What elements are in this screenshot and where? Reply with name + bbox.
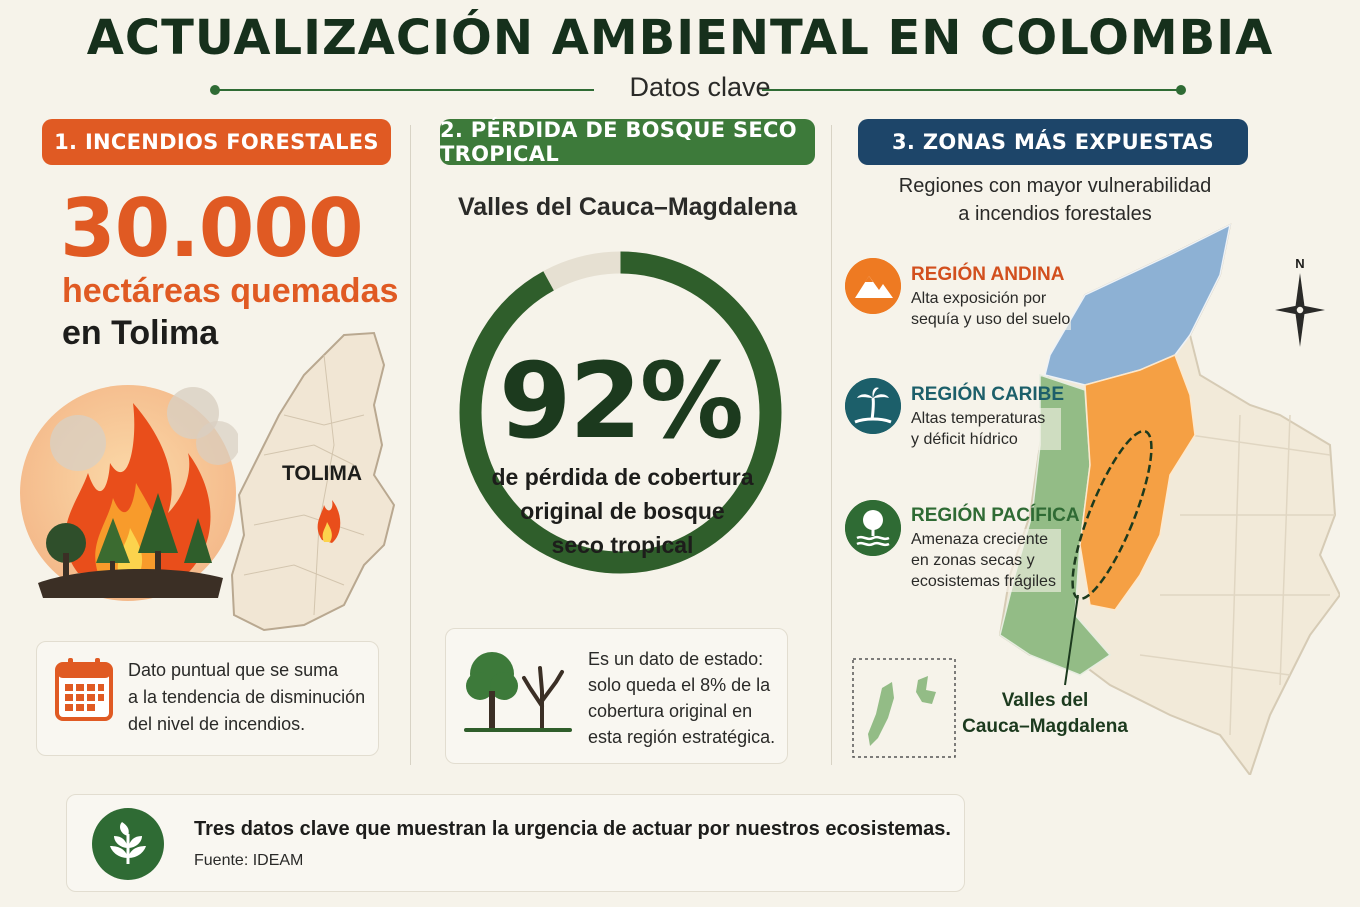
region-desc-line: en zonas secas y — [911, 552, 1035, 569]
divider-dot-right — [1176, 85, 1186, 95]
compass-rose-icon — [1275, 273, 1325, 347]
forest-loss-ring — [459, 251, 782, 574]
ring-progress — [459, 251, 782, 574]
palm-tree-icon — [845, 378, 901, 434]
region-pacifica-description: Amenaza creciente en zonas secas y ecosi… — [911, 529, 1061, 592]
forest-loss-desc-line: original de bosque — [520, 498, 725, 524]
section-heading-fires: 1. INCENDIOS FORESTALES — [42, 119, 391, 165]
map-region-andina — [1079, 354, 1196, 611]
healthy-and-dead-trees-icon — [464, 652, 572, 732]
compass-north-label: N — [1295, 256, 1305, 271]
tree-water-icon — [845, 500, 901, 556]
valleys-map-label: Valles del Cauca–Magdalena — [955, 688, 1135, 740]
region-caribe-title: REGIÓN CARIBE — [911, 384, 1065, 405]
map-region-caribe — [1044, 223, 1232, 386]
region-desc-line: y déficit hídrico — [911, 431, 1018, 448]
region-desc-line: Alta exposición por — [911, 290, 1047, 307]
burned-hectares-place: en Tolima — [62, 314, 219, 352]
page-title: ACTUALIZACIÓN AMBIENTAL EN COLOMBIA — [86, 10, 1274, 66]
forest-loss-desc-line: de pérdida de cobertura — [491, 464, 754, 490]
fires-note-line: del nivel de incendios. — [128, 714, 306, 734]
region-desc-line: sequía y uso del suelo — [911, 311, 1071, 328]
subtitle-divider: Datos clave — [210, 72, 1190, 108]
dry-forest-note-line: cobertura original en — [588, 701, 753, 721]
burned-hectares-number: 30.000 — [60, 182, 364, 275]
island-inset-map — [852, 658, 956, 758]
section-heading-exposed-zones: 3. ZONAS MÁS EXPUESTAS — [858, 119, 1248, 165]
tolima-map — [230, 331, 396, 632]
page-subtitle: Datos clave — [629, 72, 771, 102]
footer-card — [66, 794, 965, 892]
fires-note-line: Dato puntual que se suma — [128, 660, 339, 680]
divider-dot-left — [210, 85, 220, 95]
region-pacifica-title: REGIÓN PACÍFICA — [911, 505, 1080, 526]
burned-hectares-unit: hectáreas quemadas — [62, 272, 399, 310]
tolima-map-label: TOLIMA — [281, 462, 363, 485]
dry-forest-note-line: Es un dato de estado: — [588, 649, 764, 669]
dry-forest-note-line: solo queda el 8% de la — [588, 675, 771, 695]
column-divider-2 — [831, 125, 832, 765]
fires-note-line: a la tendencia de disminución — [128, 687, 366, 707]
dry-forest-note-line: esta región estratégica. — [588, 727, 776, 747]
forest-loss-description: de pérdida de cobertura original de bosq… — [480, 460, 765, 562]
divider-rule-left — [216, 89, 594, 91]
section-heading-dry-forest: 2. PÉRDIDA DE BOSQUE SECO TROPICAL — [440, 118, 815, 166]
footer-message: Tres datos clave que muestran la urgenci… — [194, 818, 951, 840]
sprout-leaves-icon — [92, 808, 164, 880]
column-divider-1 — [410, 125, 411, 765]
region-desc-line: Amenaza creciente — [911, 531, 1048, 548]
dry-forest-note-text: Es un dato de estado: solo queda el 8% d… — [588, 646, 778, 750]
footer-source: Fuente: IDEAM — [194, 852, 304, 869]
exposed-zones-subtitle-line: a incendios forestales — [958, 203, 1152, 225]
forest-fire-illustration — [20, 385, 238, 601]
exposed-zones-subtitle: Regiones con mayor vulnerabilidad a ince… — [880, 172, 1230, 228]
exposed-zones-subtitle-line: Regiones con mayor vulnerabilidad — [898, 175, 1212, 197]
dry-forest-region-title: Valles del Cauca–Magdalena — [457, 193, 798, 221]
colombia-regions-map — [998, 223, 1340, 775]
forest-loss-percent: 92% — [499, 340, 744, 462]
calendar-icon — [55, 658, 113, 721]
valleys-map-label-line: Cauca–Magdalena — [962, 716, 1128, 737]
divider-rule-right — [762, 89, 1180, 91]
fires-note-text: Dato puntual que se suma a la tendencia … — [128, 657, 368, 738]
region-andina-title: REGIÓN ANDINA — [911, 264, 1065, 285]
forest-loss-desc-line: seco tropical — [551, 532, 694, 558]
valleys-map-label-line: Valles del — [1001, 690, 1089, 711]
mountain-icon — [845, 258, 901, 314]
region-andina-description: Alta exposición por sequía y uso del sue… — [911, 288, 1071, 330]
region-caribe-description: Altas temperaturas y déficit hídrico — [911, 408, 1061, 450]
region-desc-line: ecosistemas frágiles — [911, 573, 1056, 590]
valleys-pointer-line — [1064, 594, 1079, 686]
region-desc-line: Altas temperaturas — [911, 410, 1046, 427]
